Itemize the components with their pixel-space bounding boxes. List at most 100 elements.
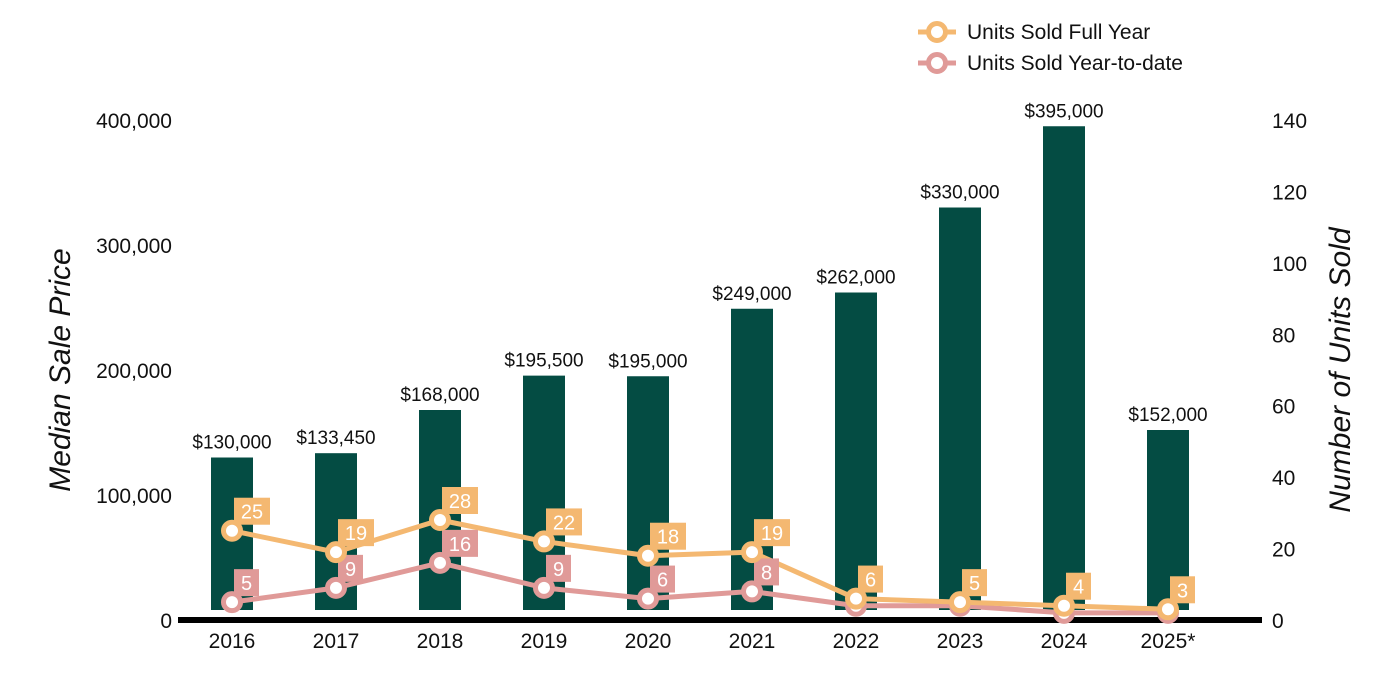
point-label-bg-full-year-2023 xyxy=(962,569,987,597)
point-label-full-year-2021: 19 xyxy=(761,523,783,545)
point-label-bg-full-year-2017 xyxy=(338,519,374,547)
line-full-year xyxy=(229,517,1171,612)
point-full-year-2022 xyxy=(845,587,867,610)
point-label-full-year-2019: 22 xyxy=(553,512,575,534)
left-tick-400,000: 400,000 xyxy=(96,110,172,133)
point-label-bg-full-year-2022 xyxy=(858,565,883,593)
point-label-ytd-2021: 8 xyxy=(761,562,772,584)
point-label-bg-ytd-2020 xyxy=(650,565,675,593)
point-ytd-2018 xyxy=(429,551,451,574)
point-ytd-2017 xyxy=(325,576,347,599)
point-label-bg-ytd-2018 xyxy=(442,529,478,557)
point-full-year-2018 xyxy=(429,509,451,531)
point-full-year-2020 xyxy=(637,544,659,567)
right-tick-120: 120 xyxy=(1272,181,1307,204)
point-label-bg-ytd-2021 xyxy=(754,558,779,586)
bar-label-2020: $195,000 xyxy=(608,351,687,372)
point-full-year-2019 xyxy=(533,530,555,553)
point-label-bg-full-year-2016 xyxy=(234,497,270,525)
legend-item-ytd: Units Sold Year-to-date xyxy=(918,52,1183,75)
left-axis-title: Median Sale Price xyxy=(44,248,77,491)
legend-item-full-year: Units Sold Full Year xyxy=(918,21,1150,44)
x-tick-2024: 2024 xyxy=(1041,630,1088,653)
point-label-full-year-2025: 3 xyxy=(1177,580,1188,602)
lines-group: 5 9 16 9 6 8 25 19 28 22 18 19 6 5 4 3 xyxy=(221,487,1195,624)
legend: Units Sold Full Year Units Sold Year-to-… xyxy=(918,21,1183,75)
bar-value-labels: $130,000 $133,450 $168,000 $195,500 $195,000… xyxy=(192,101,1207,453)
point-full-year-2023 xyxy=(949,591,971,614)
right-tick-40: 40 xyxy=(1272,467,1295,490)
point-ytd-2016 xyxy=(221,591,243,614)
legend-full-year-label: Units Sold Full Year xyxy=(967,21,1150,44)
point-ytd-2020 xyxy=(637,587,659,610)
x-tick-2017: 2017 xyxy=(313,630,360,653)
point-label-bg-full-year-2019 xyxy=(546,508,582,536)
bar-2022 xyxy=(835,292,877,610)
point-label-ytd-2019: 9 xyxy=(553,559,564,581)
left-tick-300,000: 300,000 xyxy=(96,235,172,258)
x-tick-2020: 2020 xyxy=(625,630,672,653)
bar-label-2022: $262,000 xyxy=(816,268,895,289)
point-label-full-year-2022: 6 xyxy=(865,570,876,592)
x-tick-2023: 2023 xyxy=(937,630,984,653)
x-tick-2019: 2019 xyxy=(521,630,568,653)
x-tick-2016: 2016 xyxy=(209,630,256,653)
right-tick-0: 0 xyxy=(1272,610,1284,633)
right-tick-80: 80 xyxy=(1272,324,1295,347)
point-full-year-2021 xyxy=(741,541,763,564)
bar-label-2024: $395,000 xyxy=(1024,101,1103,122)
point-label-full-year-2016: 25 xyxy=(241,502,263,524)
point-ytd-2021 xyxy=(741,580,763,603)
right-axis-ticks: 0 20 40 60 80 100 120 140 xyxy=(1272,110,1307,633)
bar-2023 xyxy=(939,207,981,610)
point-full-year-2024 xyxy=(1053,594,1075,617)
point-full-year-2025 xyxy=(1157,598,1179,621)
left-axis-ticks: 0 100,000 200,000 300,000 400,000 xyxy=(96,110,172,633)
point-label-full-year-2017: 19 xyxy=(345,523,367,545)
left-tick-100,000: 100,000 xyxy=(96,485,172,508)
point-label-ytd-2020: 6 xyxy=(657,570,668,592)
x-tick-2025: 2025* xyxy=(1141,630,1196,653)
bar-label-2016: $130,000 xyxy=(192,433,271,454)
point-ytd-2019 xyxy=(533,576,555,599)
x-tick-2022: 2022 xyxy=(833,630,880,653)
point-full-year-2016 xyxy=(221,519,243,542)
bar-label-2025: $152,000 xyxy=(1128,405,1207,426)
bar-label-2023: $330,000 xyxy=(920,183,999,204)
bar-label-2021: $249,000 xyxy=(712,284,791,305)
bar-2024 xyxy=(1043,126,1085,610)
point-label-full-year-2020: 18 xyxy=(657,527,679,549)
bar-label-2019: $195,500 xyxy=(504,351,583,372)
point-label-bg-full-year-2020 xyxy=(650,522,686,550)
legend-full-year-marker xyxy=(926,21,948,43)
x-tick-2018: 2018 xyxy=(417,630,464,653)
bar-label-2018: $168,000 xyxy=(400,385,479,406)
bar-label-2017: $133,450 xyxy=(296,428,375,449)
x-tick-2021: 2021 xyxy=(729,630,776,653)
point-label-full-year-2024: 4 xyxy=(1073,577,1084,599)
right-tick-100: 100 xyxy=(1272,253,1307,276)
right-tick-60: 60 xyxy=(1272,396,1295,419)
point-label-bg-full-year-2018 xyxy=(442,487,478,514)
point-label-bg-ytd-2016 xyxy=(234,569,259,597)
legend-ytd-label: Units Sold Year-to-date xyxy=(967,52,1183,75)
right-tick-140: 140 xyxy=(1272,110,1307,133)
left-tick-0: 0 xyxy=(160,610,172,633)
point-label-ytd-2017: 9 xyxy=(345,559,356,581)
point-label-bg-full-year-2024 xyxy=(1066,572,1091,600)
point-full-year-2017 xyxy=(325,541,347,564)
line-ytd xyxy=(229,560,1171,616)
right-tick-20: 20 xyxy=(1272,539,1295,562)
point-label-ytd-2018: 16 xyxy=(449,534,471,556)
point-label-bg-full-year-2021 xyxy=(754,519,790,547)
point-label-bg-full-year-2025 xyxy=(1170,576,1195,604)
x-axis-ticks: 2016 2017 2018 2019 2020 2021 2022 2023 2024 2025… xyxy=(209,630,1196,653)
point-label-bg-ytd-2019 xyxy=(546,554,571,582)
left-tick-200,000: 200,000 xyxy=(96,360,172,383)
bars-group xyxy=(211,126,1189,610)
right-axis-title: Number of Units Sold xyxy=(1324,226,1357,512)
point-label-full-year-2018: 28 xyxy=(449,491,471,513)
point-label-ytd-2016: 5 xyxy=(241,573,252,595)
legend-ytd-marker xyxy=(926,52,948,74)
